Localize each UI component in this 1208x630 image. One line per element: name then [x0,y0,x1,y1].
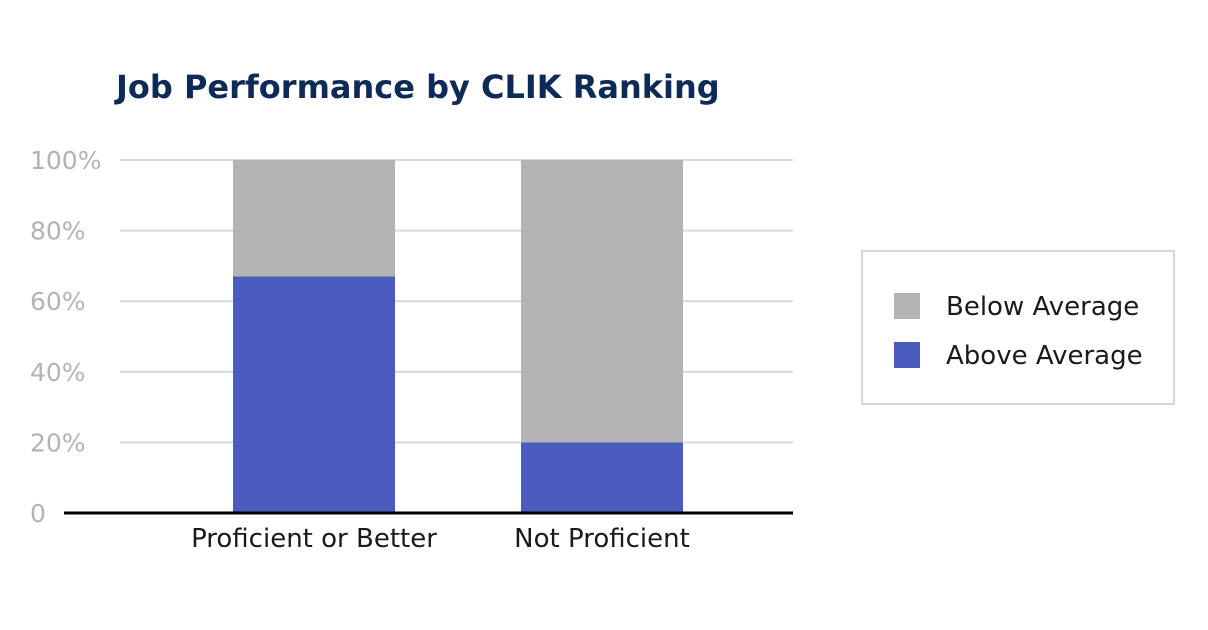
x-axis-ticks: Proficient or Better Not Proficient [191,524,690,554]
y-tick-label: 100% [30,146,101,175]
y-tick-label: 80% [30,217,86,246]
legend-swatch-above-average [894,342,920,368]
bars [233,160,683,513]
y-axis-ticks: 0 20% 40% 60% 80% 100% [30,146,101,528]
y-tick-label: 0 [30,499,46,528]
legend-box [861,250,1175,405]
gridlines [120,159,793,444]
legend-swatch-below-average [894,293,920,319]
y-tick-label: 60% [30,287,86,316]
bar-below-average-1 [233,160,395,277]
legend: Below Average Above Average [861,250,1175,405]
legend-label-below-average: Below Average [946,292,1139,322]
bar-below-average-2 [521,160,683,443]
bar-above-average-2 [521,442,683,513]
y-tick-label: 40% [30,358,86,387]
x-tick-label: Proficient or Better [191,524,437,554]
y-tick-label: 20% [30,428,86,457]
x-tick-label: Not Proficient [514,524,690,554]
bar-above-average-1 [233,276,395,513]
chart-title: Job Performance by CLIK Ranking [114,68,720,106]
legend-label-above-average: Above Average [946,341,1143,371]
